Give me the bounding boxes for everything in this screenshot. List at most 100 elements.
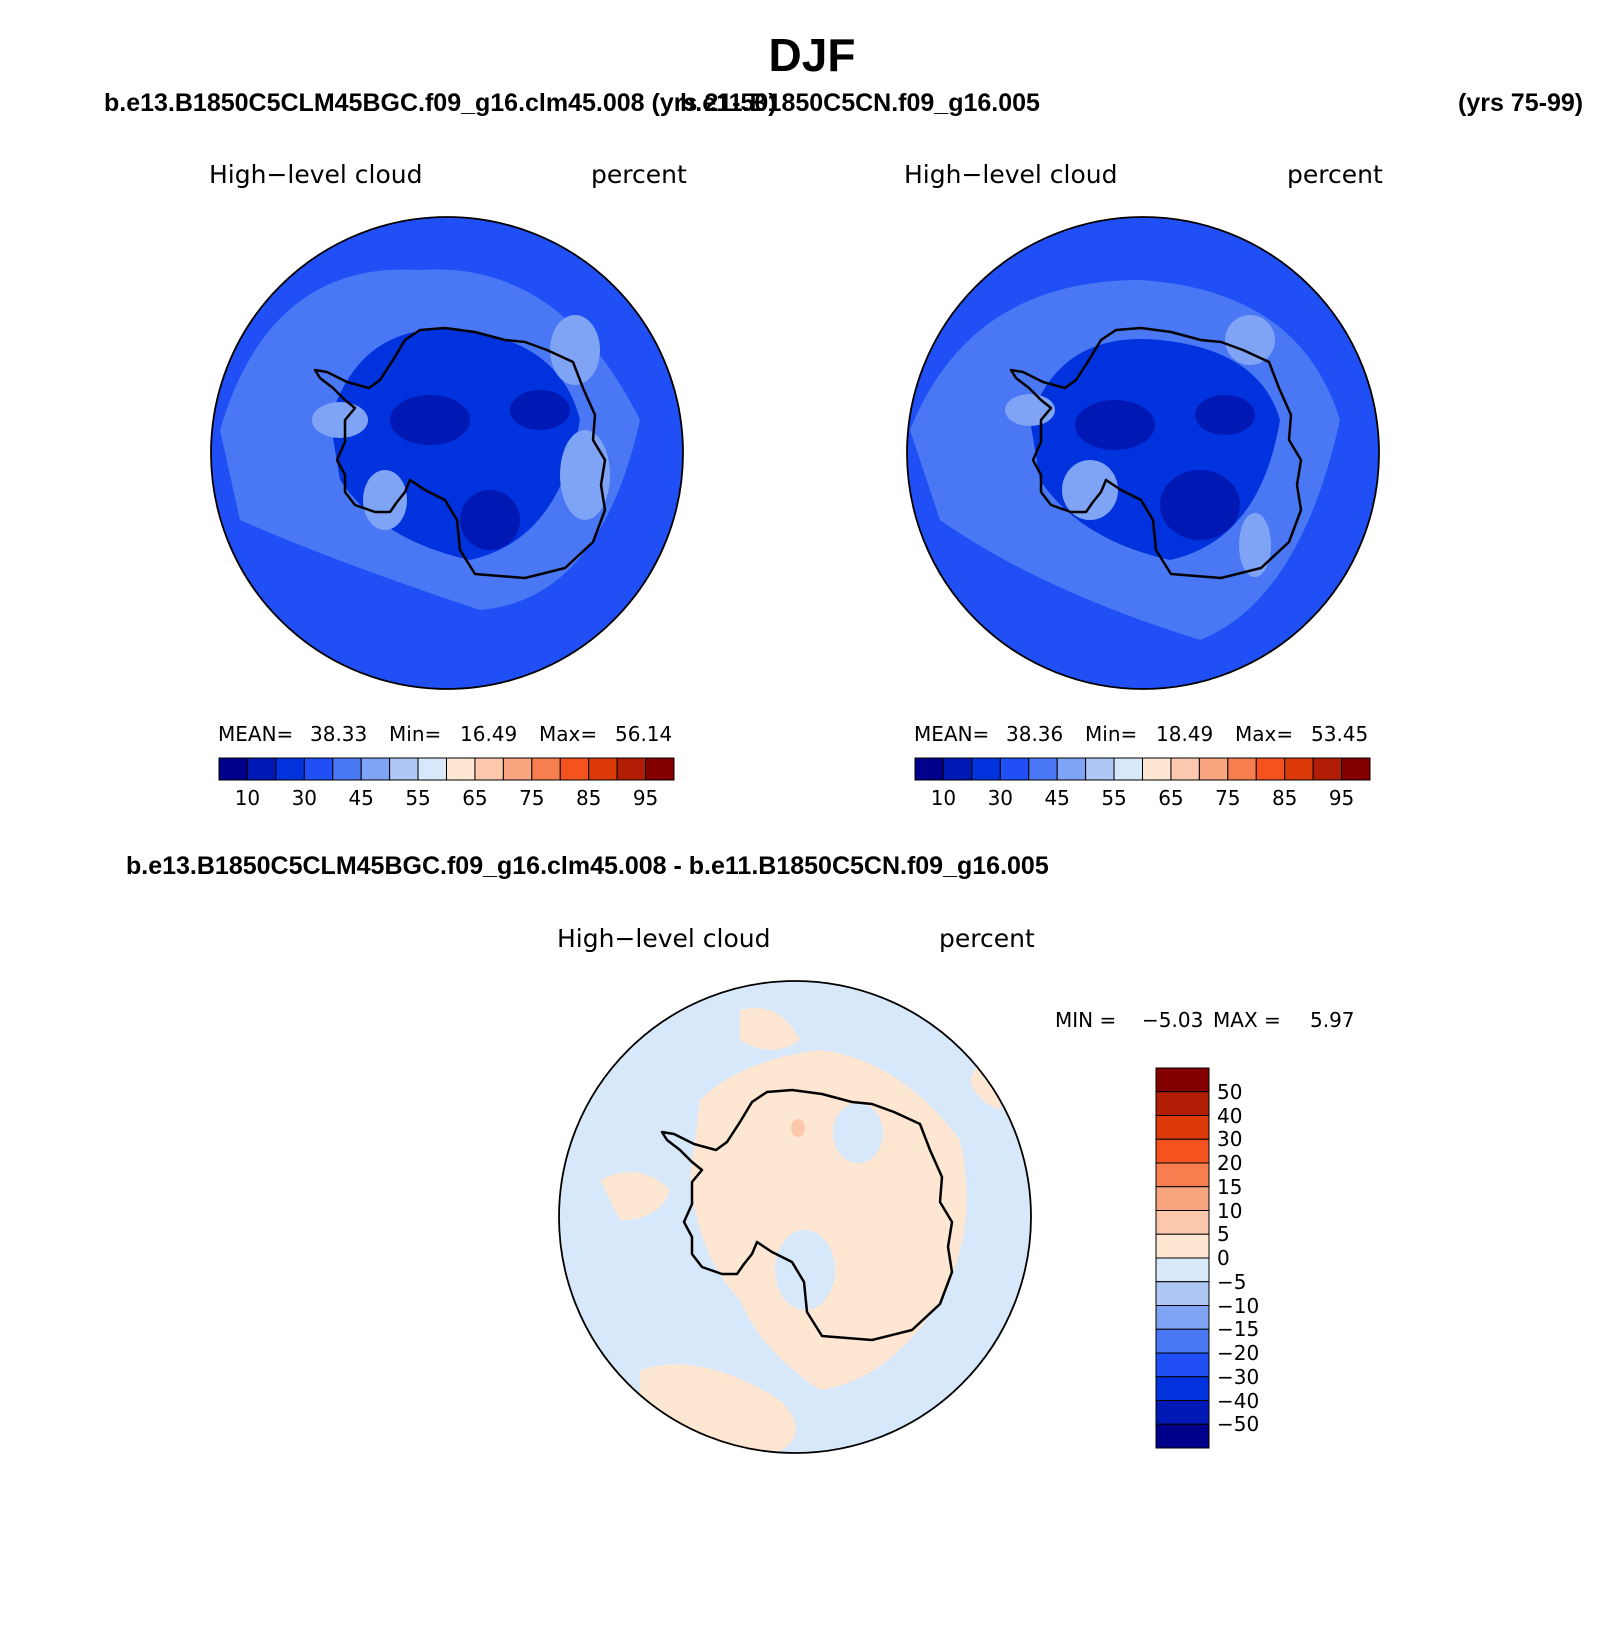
- map1-high-d: [560, 430, 610, 520]
- colorbar3-tick-label: −15: [1217, 1317, 1260, 1342]
- panel3-max-label: MAX =: [1213, 1008, 1281, 1032]
- colorbar3-swatch: [1155, 1067, 1210, 1093]
- colorbar3-swatch: [1155, 1400, 1210, 1425]
- colorbar3-swatch: [1155, 1352, 1210, 1378]
- colorbar2-swatch: [1113, 757, 1143, 781]
- colorbar2-tick-label: 30: [987, 786, 1014, 810]
- colorbar3-tick-label: 10: [1217, 1198, 1243, 1223]
- colorbar2-tick-label: 55: [1101, 786, 1127, 810]
- panel3-min-label: MIN =: [1055, 1008, 1117, 1032]
- panel3-max: 5.97: [1310, 1008, 1355, 1032]
- panel1-variable: High−level cloud: [209, 160, 423, 189]
- panel2-variable: High−level cloud: [904, 160, 1118, 189]
- colorbar2-swatch: [1255, 757, 1286, 781]
- panel1-min: 16.49: [460, 722, 518, 746]
- panel2-max: 53.45: [1311, 722, 1369, 746]
- colorbar2-swatch: [1142, 757, 1172, 781]
- colorbar3-tick-label: 15: [1217, 1174, 1243, 1199]
- colorbar1-swatch: [417, 757, 447, 781]
- map1-border: [210, 216, 684, 690]
- colorbar1-swatch: [303, 757, 334, 781]
- map1-low-a: [390, 395, 470, 445]
- colorbar1-swatch: [246, 757, 277, 781]
- page-title: DJF: [768, 29, 856, 81]
- map2-high-a: [1225, 315, 1275, 365]
- colorbar1-swatch: [531, 757, 561, 781]
- colorbar-difference: [1155, 1067, 1210, 1449]
- colorbar3-tick-label: −10: [1217, 1293, 1260, 1318]
- map3-border: [558, 980, 1032, 1454]
- colorbar1-swatch: [616, 757, 647, 781]
- colorbar3-swatch: [1155, 1423, 1210, 1449]
- colorbar1-swatch: [446, 757, 476, 781]
- colorbar2-tick-label: 75: [1215, 786, 1241, 810]
- map2-high-b: [1005, 394, 1055, 426]
- map2-high-d: [1239, 513, 1271, 577]
- map1-high-a: [550, 315, 600, 385]
- panel2-min-label: Min=: [1085, 722, 1138, 746]
- colorbar1-swatch: [360, 757, 391, 781]
- map2-border: [906, 216, 1380, 690]
- colorbar2-tick-label: 65: [1158, 786, 1184, 810]
- colorbar1-swatch: [645, 757, 675, 781]
- colorbar2-swatch: [942, 757, 973, 781]
- colorbar1-swatch: [588, 757, 618, 781]
- colorbar3-swatch: [1155, 1305, 1210, 1330]
- map1-high-b: [312, 402, 368, 438]
- panel3-variable: High−level cloud: [557, 924, 771, 953]
- panel2-max-label: Max=: [1235, 722, 1294, 746]
- colorbar2-swatch: [1085, 757, 1115, 781]
- colorbar2-swatch: [1284, 757, 1314, 781]
- case2-years: (yrs 75-99): [1458, 89, 1584, 117]
- colorbar3-swatch: [1155, 1138, 1210, 1164]
- colorbar3-tick-label: −20: [1217, 1341, 1260, 1365]
- colorbar1-tick-label: 65: [462, 786, 488, 810]
- colorbar2-swatch: [914, 757, 944, 781]
- colorbar1-swatch: [275, 757, 305, 781]
- map-panel-3: [558, 980, 1032, 1454]
- colorbar2-swatch: [971, 757, 1001, 781]
- diff-title: b.e13.B1850C5CLM45BGC.f09_g16.clm45.008 …: [126, 852, 1049, 880]
- colorbar2-swatch: [1028, 757, 1058, 781]
- colorbar1-tick-label: 45: [348, 786, 374, 810]
- colorbar1-swatch: [502, 757, 533, 781]
- colorbar1-tick-label: 85: [575, 786, 602, 810]
- colorbar1-swatch: [332, 757, 362, 781]
- panel1-units: percent: [591, 160, 687, 189]
- panel3-units: percent: [939, 924, 1035, 953]
- colorbar3-swatch: [1155, 1328, 1210, 1354]
- colorbar3-tick-label: −30: [1217, 1364, 1260, 1389]
- map3-pos-south: [640, 1364, 796, 1453]
- colorbar-panel-2: [914, 757, 1371, 781]
- colorbar1-tick-label: 30: [291, 786, 318, 810]
- colorbar3-tick-label: 40: [1217, 1103, 1243, 1128]
- map3-neg-pocket: [833, 1103, 883, 1163]
- panel1-mean-label: MEAN=: [218, 722, 294, 746]
- colorbar2-swatch: [1312, 757, 1343, 781]
- colorbar3-tick-label: −50: [1217, 1412, 1260, 1437]
- panel2-mean-label: MEAN=: [914, 722, 990, 746]
- colorbar3-tick-label: 30: [1217, 1127, 1243, 1152]
- colorbar3-swatch: [1155, 1376, 1210, 1401]
- colorbar3-tick-label: 0: [1217, 1246, 1230, 1270]
- panel3-min: −5.03: [1142, 1008, 1204, 1032]
- colorbar1-tick-label: 55: [405, 786, 431, 810]
- map-panel-2: [906, 216, 1380, 690]
- map2-high-c: [1062, 460, 1118, 520]
- colorbar2-swatch: [1227, 757, 1257, 781]
- colorbar1-tick-label: 10: [234, 786, 261, 810]
- colorbar2-swatch: [1170, 757, 1200, 781]
- colorbar3-tick-label: 5: [1217, 1222, 1230, 1247]
- colorbar-panel-1: [218, 757, 675, 781]
- colorbar1-swatch: [474, 757, 504, 781]
- colorbar2-swatch: [1056, 757, 1087, 781]
- map-panel-1: [210, 216, 684, 690]
- colorbar3-swatch: [1155, 1162, 1210, 1188]
- colorbar2-swatch: [1198, 757, 1229, 781]
- colorbar1-tick-label: 75: [519, 786, 545, 810]
- colorbar2-swatch: [999, 757, 1030, 781]
- colorbar3-swatch: [1155, 1091, 1210, 1116]
- panel2-min: 18.49: [1156, 722, 1214, 746]
- map1-low-c: [460, 490, 520, 550]
